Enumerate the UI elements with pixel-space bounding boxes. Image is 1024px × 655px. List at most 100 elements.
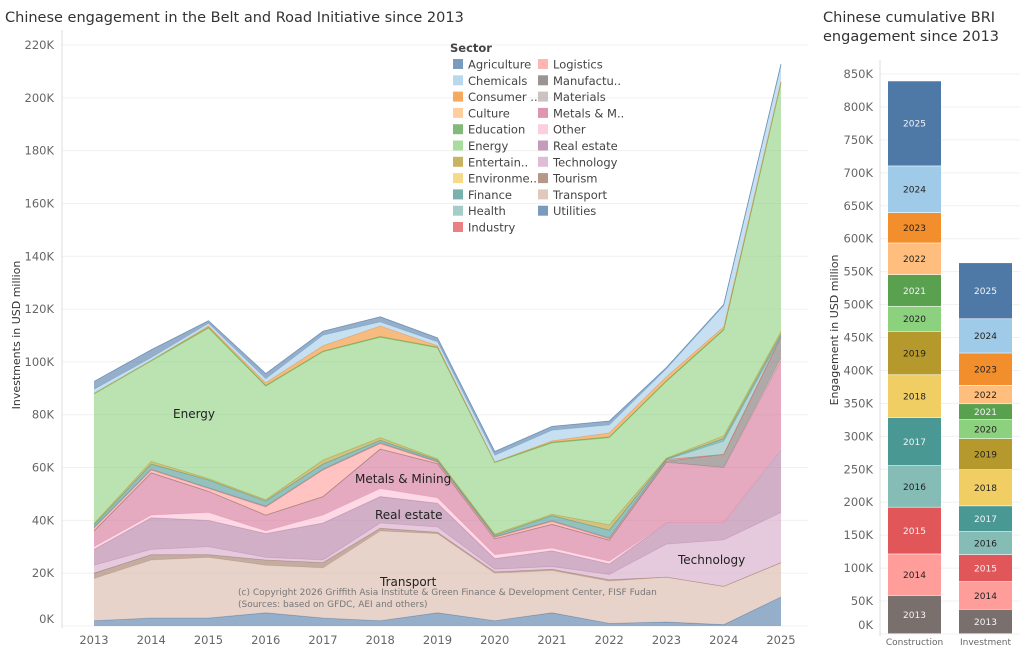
y-tick-label: 450K [844,331,874,345]
bar-segment-2017 [888,417,941,466]
y-tick-label: 500K [844,298,874,312]
y-tick-label: 100K [844,561,874,575]
annotation-label: Metals & Mining [355,472,451,486]
legend-swatch [453,156,463,167]
bar-segment-label: 2025 [903,120,926,130]
y-tick-label: 120K [25,302,55,316]
bar-segment-label: 2013 [903,611,926,621]
legend-label: Chemicals [468,74,527,88]
x-tick-label: 2021 [537,633,566,647]
right-bars: 2013 2014 2015 2016 2017 2018 2019 2020 2021 2022… [888,81,1012,634]
annotation-label: Real estate [375,508,442,522]
y-tick-label: 400K [844,363,874,377]
bar-segment-2023 [959,353,1012,386]
x-tick-label: 2019 [423,633,452,647]
bar-segment-label: 2024 [903,186,926,196]
legend-label: Other [553,123,586,137]
right-y-axis-label: Engagement in USD million [828,255,841,406]
y-tick-label: 40K [32,513,55,527]
y-tick-label: 550K [844,265,874,279]
copyright-line2: (Sources: based on GFDC, AEI and others) [238,600,428,610]
y-tick-label: 20K [32,566,55,580]
y-tick-label: 700K [844,166,874,180]
bar-segment-2016 [888,466,941,507]
bar-segment-label: 2021 [903,287,926,297]
area-tourism [94,528,781,587]
bar-segment-label: 2022 [974,391,997,401]
bar-segment-label: 2017 [903,438,926,448]
bar-segment-2018 [888,375,941,418]
legend-label: Health [468,204,506,218]
left-area-layers [93,63,782,626]
legend-swatch [453,107,463,118]
legend-label: Tourism [552,172,598,186]
y-tick-label: 0K [39,612,54,626]
y-tick-label: 0K [858,618,873,632]
annotation-label: Transport [379,575,437,589]
y-tick-label: 180K [25,144,55,158]
bar-segment-label: 2025 [974,287,997,297]
x-tick-label: 2023 [652,633,681,647]
legend-swatch [453,173,463,184]
bar-segment-2016 [959,531,1012,555]
bar-segment-2014 [959,581,1012,610]
bar-segment-2014 [888,554,941,596]
legend-label: Entertain.. [468,155,528,169]
bar-segment-label: 2018 [903,392,926,402]
legend-swatch [538,189,548,200]
bar-segment-2019 [959,438,1012,470]
legend-label: Agriculture [468,58,531,72]
legend-label: Metals & M.. [553,106,624,120]
legend-label: Utilities [553,204,596,218]
legend-title: Sector [450,41,492,55]
bar-segment-label: 2015 [974,564,997,574]
legend-swatch [538,107,548,118]
legend-swatch [538,59,548,69]
bar-segment-label: 2022 [903,255,926,265]
bar-segment-label: 2019 [903,349,926,359]
legend-label: Logistics [553,58,603,72]
x-tick-label: 2013 [79,633,108,647]
area-energy [94,83,781,535]
y-tick-label: 800K [844,100,874,114]
legend-swatch [453,222,463,232]
legend-swatch [538,124,548,135]
y-tick-label: 350K [844,396,874,410]
legend-swatch [538,75,548,86]
bar-segment-label: 2013 [974,618,997,628]
bar-segment-label: 2016 [974,539,997,549]
sector-legend: Sector Agriculture Chemicals Consumer .. Cul… [450,41,624,235]
bar-segment-label: 2024 [974,332,997,342]
bar-segment-2022 [888,243,941,275]
bar-segment-2025 [888,81,941,166]
bar-segment-2020 [959,419,1012,439]
right-axes: 0K 50K 100K 150K 200K 250K 300K 350K 400K 450K 500… [844,60,1011,648]
x-tick-label: 2024 [709,633,738,647]
legend-label: Finance [468,188,512,202]
y-tick-label: 140K [25,249,55,263]
copyright-line1: (c) Copyright 2026 Griffith Asia Institu… [238,588,657,598]
legend-swatch [453,205,463,216]
bar-segment-2015 [959,554,1012,582]
bar-segment-label: 2020 [903,315,926,325]
x-tick-label: 2020 [480,633,509,647]
bar-segment-label: 2016 [903,483,926,493]
area-utilities [94,596,781,626]
x-tick-label: 2025 [766,633,795,647]
right-chart-title-line1: Chinese cumulative BRI [823,10,995,26]
legend-label: Real estate [553,139,618,153]
area-real-estate [94,449,781,575]
y-tick-label: 850K [844,67,874,81]
bar-segment-label: 2023 [974,365,997,375]
legend-swatch [538,140,548,151]
legend-swatch [538,91,548,102]
x-category-label: Construction [886,638,943,648]
area-transport [94,530,781,625]
bar-segment-label: 2020 [974,425,997,435]
legend-label: Transport [552,188,607,202]
y-tick-label: 600K [844,232,874,246]
y-tick-label: 160K [25,196,55,210]
bar-segment-2013 [959,609,1012,634]
y-tick-label: 150K [844,528,874,542]
